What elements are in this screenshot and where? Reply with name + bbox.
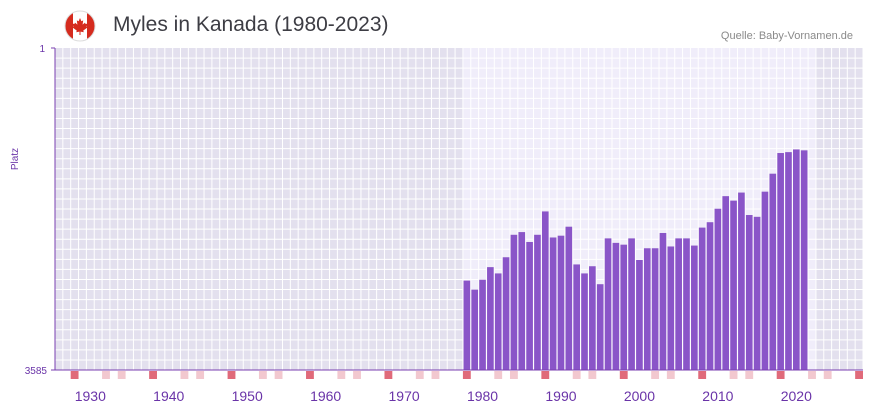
bar-1998 — [620, 244, 628, 370]
minor-marker-1984 — [509, 371, 518, 379]
canada-flag-icon — [64, 10, 96, 42]
minor-marker-1952 — [258, 371, 267, 379]
source-credit: Quelle: Baby-Vornamen.de — [720, 30, 853, 42]
decade-marker-2028 — [855, 371, 863, 379]
x-tick-label-1930: 1930 — [75, 388, 106, 404]
x-tick-label-1990: 1990 — [545, 388, 576, 404]
bar-2006 — [683, 238, 690, 370]
minor-marker-2014 — [745, 371, 754, 379]
bar-2021 — [800, 150, 808, 370]
minor-marker-2022 — [808, 371, 816, 379]
minor-marker-1954 — [274, 371, 283, 379]
bar-1985 — [518, 232, 526, 370]
bar-1980 — [479, 279, 486, 370]
bar-2020 — [792, 149, 800, 370]
bar-2000 — [636, 259, 643, 370]
bar-1986 — [526, 241, 533, 370]
bar-1997 — [612, 242, 620, 370]
bar-1991 — [565, 226, 573, 370]
decade-marker-1938 — [149, 371, 157, 379]
minor-marker-2012 — [729, 371, 738, 379]
minor-marker-1994 — [588, 371, 597, 379]
bar-1993 — [581, 273, 588, 370]
decade-marker-1988 — [541, 371, 550, 379]
bar-2015 — [753, 216, 761, 370]
decade-marker-2008 — [698, 371, 707, 379]
x-tick-label-2000: 2000 — [624, 388, 655, 404]
bar-2001 — [643, 248, 651, 370]
bar-2009 — [706, 222, 714, 370]
bar-1994 — [589, 266, 596, 370]
bar-1983 — [502, 257, 510, 370]
minor-marker-2002 — [651, 371, 660, 379]
bar-1999 — [628, 238, 635, 370]
minor-marker-1962 — [337, 371, 346, 379]
bar-1992 — [573, 264, 580, 370]
bar-1979 — [471, 289, 479, 370]
minor-marker-1964 — [353, 371, 361, 379]
x-tick-label-2020: 2020 — [781, 388, 812, 404]
minor-marker-1972 — [415, 371, 424, 379]
x-tick-label-1950: 1950 — [232, 388, 263, 404]
x-tick-label-1970: 1970 — [389, 388, 420, 404]
decade-marker-1958 — [306, 371, 314, 379]
x-tick-label-1960: 1960 — [310, 388, 341, 404]
y-label-top: 1 — [39, 44, 45, 55]
bar-2007 — [691, 245, 698, 370]
decade-marker-1968 — [384, 371, 393, 379]
minor-marker-2024 — [823, 371, 832, 379]
bar-1978 — [463, 280, 471, 370]
bar-2003 — [659, 232, 667, 370]
x-tick-label-1940: 1940 — [153, 388, 184, 404]
minor-marker-1974 — [431, 371, 440, 379]
bar-2010 — [714, 208, 722, 370]
chart-title: Myles in Kanada (1980-2023) — [113, 13, 389, 36]
x-tick-label-2010: 2010 — [702, 388, 733, 404]
bar-1990 — [557, 235, 565, 370]
y-label-bottom: 3585 — [25, 366, 48, 377]
minor-marker-1942 — [180, 371, 189, 379]
decade-marker-1948 — [227, 371, 236, 379]
minor-marker-1934 — [117, 371, 126, 379]
bar-2017 — [769, 173, 777, 370]
bar-2013 — [738, 192, 745, 370]
bar-2004 — [667, 246, 675, 370]
bar-2011 — [722, 196, 730, 370]
bar-1996 — [604, 238, 612, 370]
bar-1988 — [541, 211, 549, 370]
decade-marker-2018 — [776, 371, 785, 379]
minor-marker-2004 — [666, 371, 675, 379]
bar-2018 — [777, 153, 784, 370]
decade-marker-1978 — [462, 371, 471, 379]
y-axis-title: Platz — [10, 148, 21, 170]
bar-2019 — [785, 152, 792, 370]
bar-1987 — [534, 234, 541, 370]
bar-1982 — [494, 273, 502, 370]
bar-2012 — [730, 200, 737, 370]
bar-1995 — [596, 284, 604, 370]
bar-2014 — [745, 215, 753, 370]
bar-1981 — [487, 267, 494, 370]
bar-2002 — [651, 248, 659, 370]
minor-marker-1992 — [572, 371, 581, 379]
decade-marker-1928 — [70, 371, 79, 379]
bar-1984 — [510, 234, 518, 370]
bar-1989 — [549, 237, 557, 370]
bar-2005 — [675, 238, 682, 370]
minor-marker-1944 — [196, 371, 205, 379]
minor-marker-1932 — [102, 371, 110, 379]
minor-marker-1982 — [494, 371, 503, 379]
x-tick-label-1980: 1980 — [467, 388, 498, 404]
bar-2016 — [761, 191, 769, 370]
decade-marker-1998 — [619, 371, 628, 379]
bar-2008 — [698, 227, 706, 370]
